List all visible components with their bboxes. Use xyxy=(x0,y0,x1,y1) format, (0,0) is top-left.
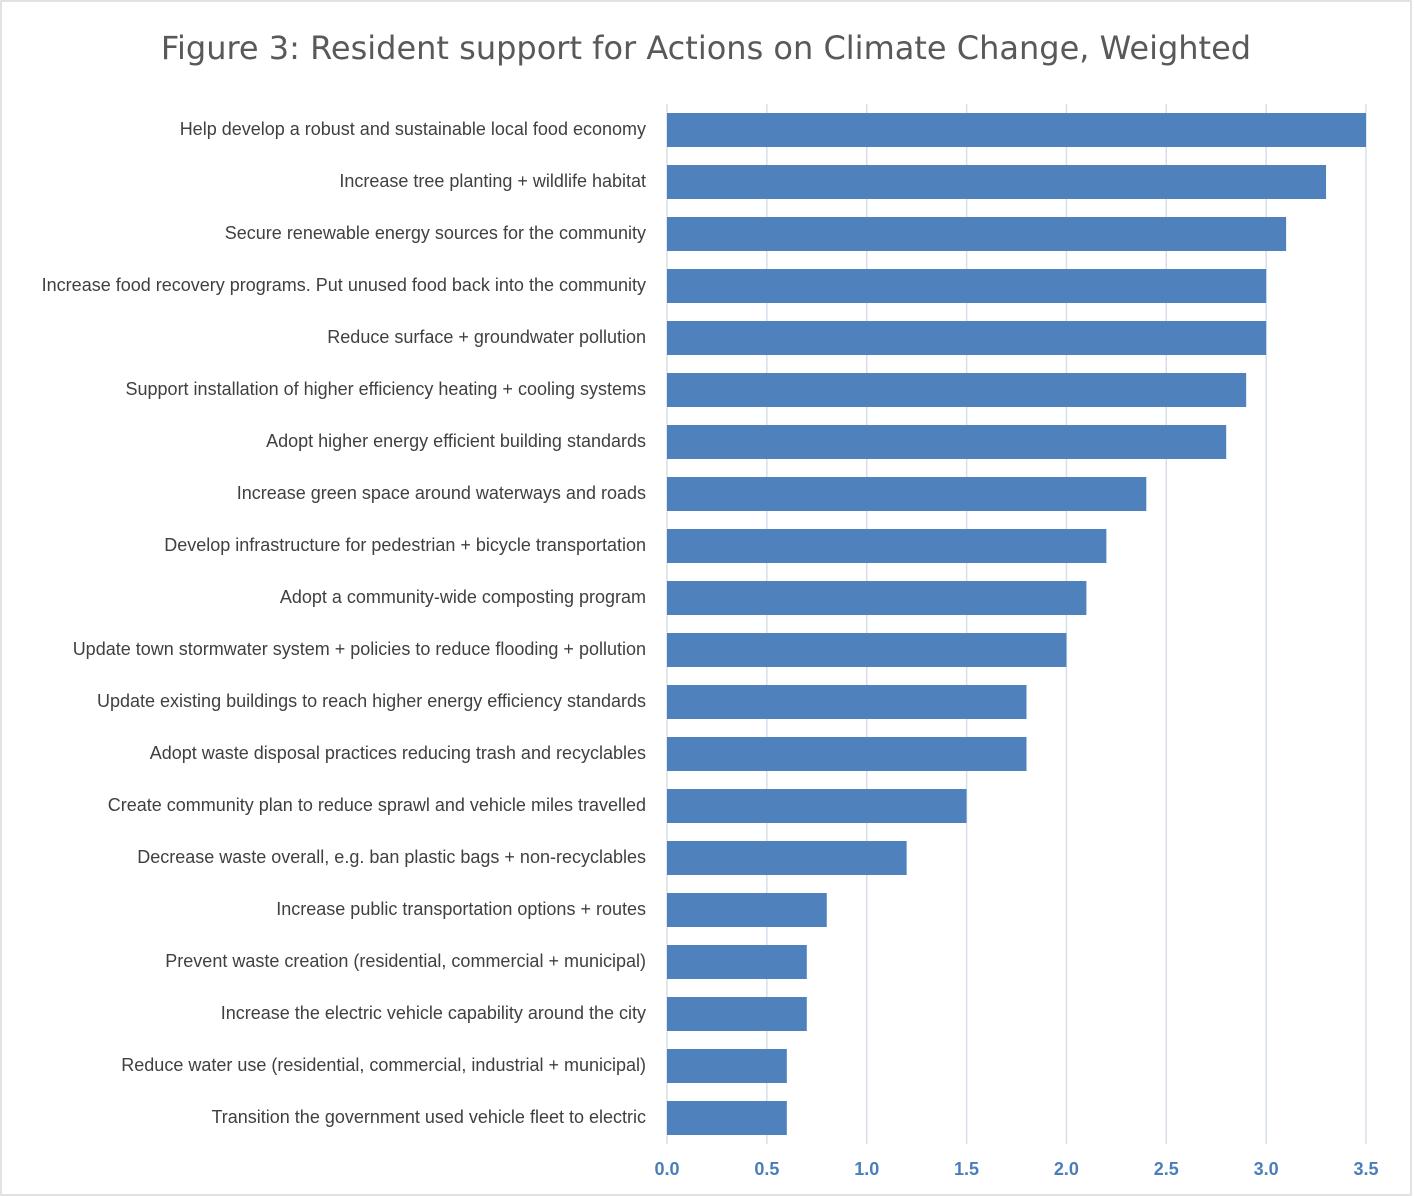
bar xyxy=(667,113,1366,147)
y-tick-label: Reduce surface + groundwater pollution xyxy=(327,327,646,347)
bar xyxy=(667,1049,787,1083)
y-tick-label: Prevent waste creation (residential, com… xyxy=(165,951,646,971)
y-tick-label: Help develop a robust and sustainable lo… xyxy=(180,119,646,139)
x-tick-label: 3.5 xyxy=(1353,1159,1378,1179)
y-tick-label: Support installation of higher efficienc… xyxy=(126,379,646,399)
bar xyxy=(667,841,907,875)
bar xyxy=(667,685,1027,719)
y-tick-label: Increase food recovery programs. Put unu… xyxy=(42,275,646,295)
y-tick-label: Adopt higher energy efficient building s… xyxy=(266,431,646,451)
bar xyxy=(667,997,807,1031)
bar xyxy=(667,425,1227,459)
y-tick-label: Adopt waste disposal practices reducing … xyxy=(150,743,646,763)
bar xyxy=(667,373,1247,407)
bar xyxy=(667,581,1087,615)
x-tick-label: 2.0 xyxy=(1054,1159,1079,1179)
chart-title: Figure 3: Resident support for Actions o… xyxy=(161,29,1251,67)
bar xyxy=(667,789,967,823)
x-tick-label: 2.5 xyxy=(1154,1159,1179,1179)
bar xyxy=(667,893,827,927)
x-tick-label: 1.5 xyxy=(954,1159,979,1179)
bar xyxy=(667,217,1287,251)
y-tick-label: Update town stormwater system + policies… xyxy=(73,639,646,659)
y-tick-label: Increase tree planting + wildlife habita… xyxy=(339,171,646,191)
bar xyxy=(667,529,1107,563)
x-tick-label: 3.0 xyxy=(1254,1159,1279,1179)
bar xyxy=(667,633,1067,667)
y-tick-label: Develop infrastructure for pedestrian + … xyxy=(164,535,646,555)
y-tick-label: Reduce water use (residential, commercia… xyxy=(121,1055,646,1075)
bar xyxy=(667,321,1267,355)
bar xyxy=(667,945,807,979)
y-tick-label: Create community plan to reduce sprawl a… xyxy=(108,795,646,815)
bar xyxy=(667,477,1147,511)
y-tick-label: Secure renewable energy sources for the … xyxy=(225,223,646,243)
y-tick-label: Update existing buildings to reach highe… xyxy=(97,691,646,711)
x-tick-label: 0.5 xyxy=(754,1159,779,1179)
x-tick-label: 1.0 xyxy=(854,1159,879,1179)
y-tick-label: Decrease waste overall, e.g. ban plastic… xyxy=(137,847,646,867)
bar xyxy=(667,165,1327,199)
y-tick-label: Increase public transportation options +… xyxy=(276,899,646,919)
bar xyxy=(667,1101,787,1135)
y-tick-label: Increase the electric vehicle capability… xyxy=(221,1003,646,1023)
y-tick-label: Increase green space around waterways an… xyxy=(237,483,646,503)
y-tick-label: Transition the government used vehicle f… xyxy=(211,1107,646,1127)
x-tick-label: 0.0 xyxy=(654,1159,679,1179)
bar xyxy=(667,269,1267,303)
y-tick-label: Adopt a community-wide composting progra… xyxy=(280,587,646,607)
bar xyxy=(667,737,1027,771)
